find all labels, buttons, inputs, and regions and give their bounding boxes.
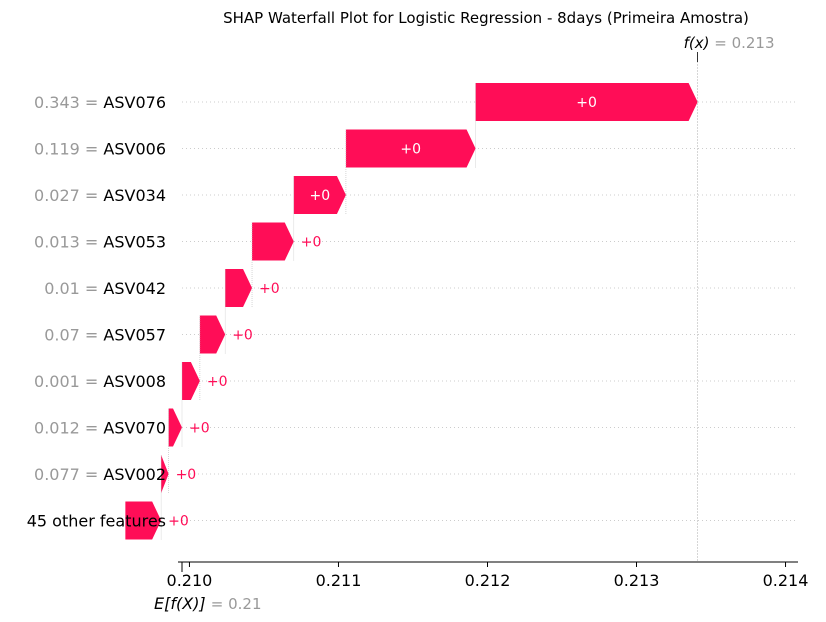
shap-bar [345,129,476,168]
feature-name: ASV034 [103,186,166,205]
x-tick-label: 0.210 [167,571,213,590]
feature-name: ASV008 [103,372,166,391]
feature-label: 45 other features [27,512,166,531]
feature-value: 0.013 = [34,233,103,252]
bar-value-label: +0 [168,514,189,530]
shap-bar [182,362,200,400]
feature-value: 0.077 = [34,465,103,484]
feature-value: 0.01 = [44,279,103,298]
chart-title: SHAP Waterfall Plot for Logistic Regress… [223,9,749,27]
fx-annotation: f(x) = 0.213 [684,34,775,52]
bar-value-label: +0 [400,142,421,158]
bar-value-label: +0 [576,95,597,111]
x-tick-label: 0.211 [316,571,362,590]
bar-value-label: +0 [232,328,253,344]
bars-layer: +0 +0 +0 +0 +0 +0 +0 +0 +0 +0 [125,83,698,540]
shap-bar [161,455,169,493]
ex-annotation: E[f(X)] = 0.21 [154,594,262,613]
feature-name: ASV042 [103,279,166,298]
shap-bar [475,83,698,121]
bar-value-label: +0 [176,467,197,483]
feature-label: 0.01 = ASV042 [44,279,166,298]
feature-name: ASV076 [103,93,166,112]
feature-label: 0.077 = ASV002 [34,465,166,484]
feature-label: 0.027 = ASV034 [34,186,166,205]
feature-name: ASV002 [103,465,166,484]
feature-value: 0.343 = [34,93,103,112]
x-tick-label: 0.213 [614,571,660,590]
ex-value: = 0.21 [211,595,262,613]
feature-value: 0.012 = [34,419,103,438]
feature-label: 0.012 = ASV070 [34,419,166,438]
x-tick-label: 0.212 [465,571,511,590]
feature-name: ASV053 [103,233,166,252]
shap-bar [293,176,346,214]
feature-name: ASV057 [103,326,166,345]
bar-value-label: +0 [310,188,331,204]
feature-label: 0.119 = ASV006 [34,140,166,159]
feature-value: 0.027 = [34,186,103,205]
shap-bar [168,408,182,447]
annotations: f(x) = 0.213 [684,34,775,562]
feature-labels: 0.343 = ASV076 0.119 = ASV006 0.027 = ASV0… [27,93,166,531]
feature-label: 0.013 = ASV053 [34,233,166,252]
shap-bar [125,501,162,540]
bar-value-label: +0 [189,421,210,437]
ex-label: E[f(X)] [154,594,211,613]
feature-name: ASV070 [103,419,166,438]
row-gridlines [182,101,798,521]
feature-name: 45 other features [27,512,166,531]
x-tick-label: 0.214 [763,571,809,590]
feature-value: 0.119 = [34,140,103,159]
feature-value: 0.001 = [34,372,103,391]
x-axis: 0.210 0.211 0.212 0.213 0.214 E[f(X)] = 0.21 [154,561,809,613]
shap-bar [252,222,294,261]
shap-bar [199,315,226,354]
bar-value-label: +0 [207,374,228,390]
feature-label: 0.001 = ASV008 [34,372,166,391]
feature-label: 0.343 = ASV076 [34,93,166,112]
fx-value: = 0.213 [714,34,774,52]
feature-label: 0.07 = ASV057 [44,326,166,345]
bar-value-label: +0 [301,235,322,251]
fx-label: f(x) [684,34,715,52]
bar-value-label: +0 [259,281,280,297]
shap-bar [225,269,253,307]
feature-value: 0.07 = [44,326,103,345]
feature-name: ASV006 [103,140,166,159]
